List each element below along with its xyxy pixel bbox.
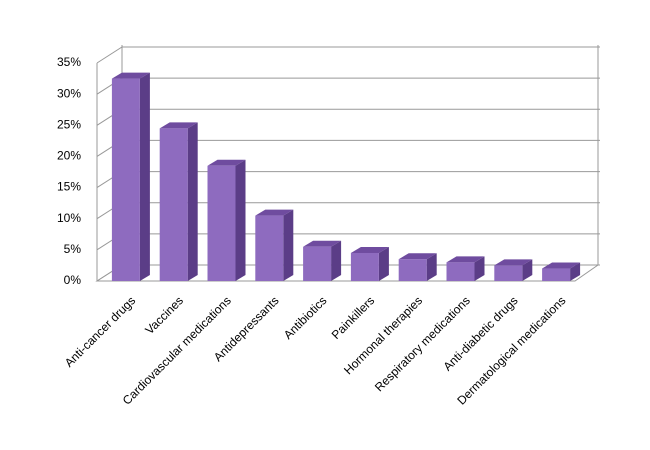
- bar-side: [474, 256, 485, 281]
- y-tick-label: 30%: [57, 86, 81, 100]
- bar: [446, 256, 485, 281]
- bar: [398, 253, 437, 281]
- bar-top: [111, 72, 150, 79]
- bar-side: [378, 246, 389, 281]
- y-tick-label: 20%: [57, 149, 81, 163]
- bar: [542, 262, 581, 281]
- grid-line: [96, 46, 600, 64]
- bar: [303, 240, 342, 281]
- y-tick-label: 5%: [64, 242, 82, 256]
- x-tick-label: Antibiotics: [281, 293, 330, 342]
- x-tick-label: Vaccines: [142, 293, 186, 337]
- bar-front: [398, 259, 427, 281]
- bar-side: [331, 240, 342, 281]
- bar-top: [350, 246, 389, 253]
- bar-side: [235, 159, 246, 281]
- bar-front: [542, 268, 571, 281]
- bar-top: [303, 240, 342, 247]
- bar-front: [494, 265, 523, 281]
- bar-side: [187, 122, 198, 282]
- bar-front: [350, 252, 379, 281]
- bar-top: [159, 122, 198, 129]
- bar: [255, 209, 294, 281]
- bar-top: [446, 256, 485, 263]
- bar-top: [255, 209, 294, 216]
- y-tick-label: 25%: [57, 117, 81, 131]
- grid-line: [96, 77, 600, 95]
- y-tick-label: 35%: [57, 55, 81, 69]
- bar-front: [159, 128, 188, 281]
- x-tick-label: Painkillers: [329, 293, 378, 342]
- bar: [494, 259, 533, 281]
- bar-front: [207, 165, 236, 281]
- bar-front: [111, 78, 140, 281]
- bar-top: [207, 159, 246, 166]
- y-tick-label: 0%: [64, 273, 82, 287]
- bar-side: [283, 209, 294, 281]
- bar: [350, 246, 389, 281]
- bar-front: [303, 246, 332, 281]
- bar-front: [446, 262, 475, 281]
- bar-front: [255, 215, 284, 281]
- y-tick-label: 10%: [57, 211, 81, 225]
- bar-side: [139, 72, 150, 281]
- bar: [159, 122, 198, 282]
- bar-top: [398, 253, 437, 260]
- bar-top: [494, 259, 533, 266]
- bar: [207, 159, 246, 281]
- bar-side: [570, 262, 581, 281]
- bar: [111, 72, 150, 281]
- bar-side: [522, 259, 533, 281]
- x-tick-label: Anti-cancer drugs: [62, 293, 138, 369]
- x-tick-label: Respiratory medications: [372, 293, 473, 394]
- y-tick-label: 15%: [57, 180, 81, 194]
- bar-side: [426, 253, 437, 281]
- bar-top: [542, 262, 581, 269]
